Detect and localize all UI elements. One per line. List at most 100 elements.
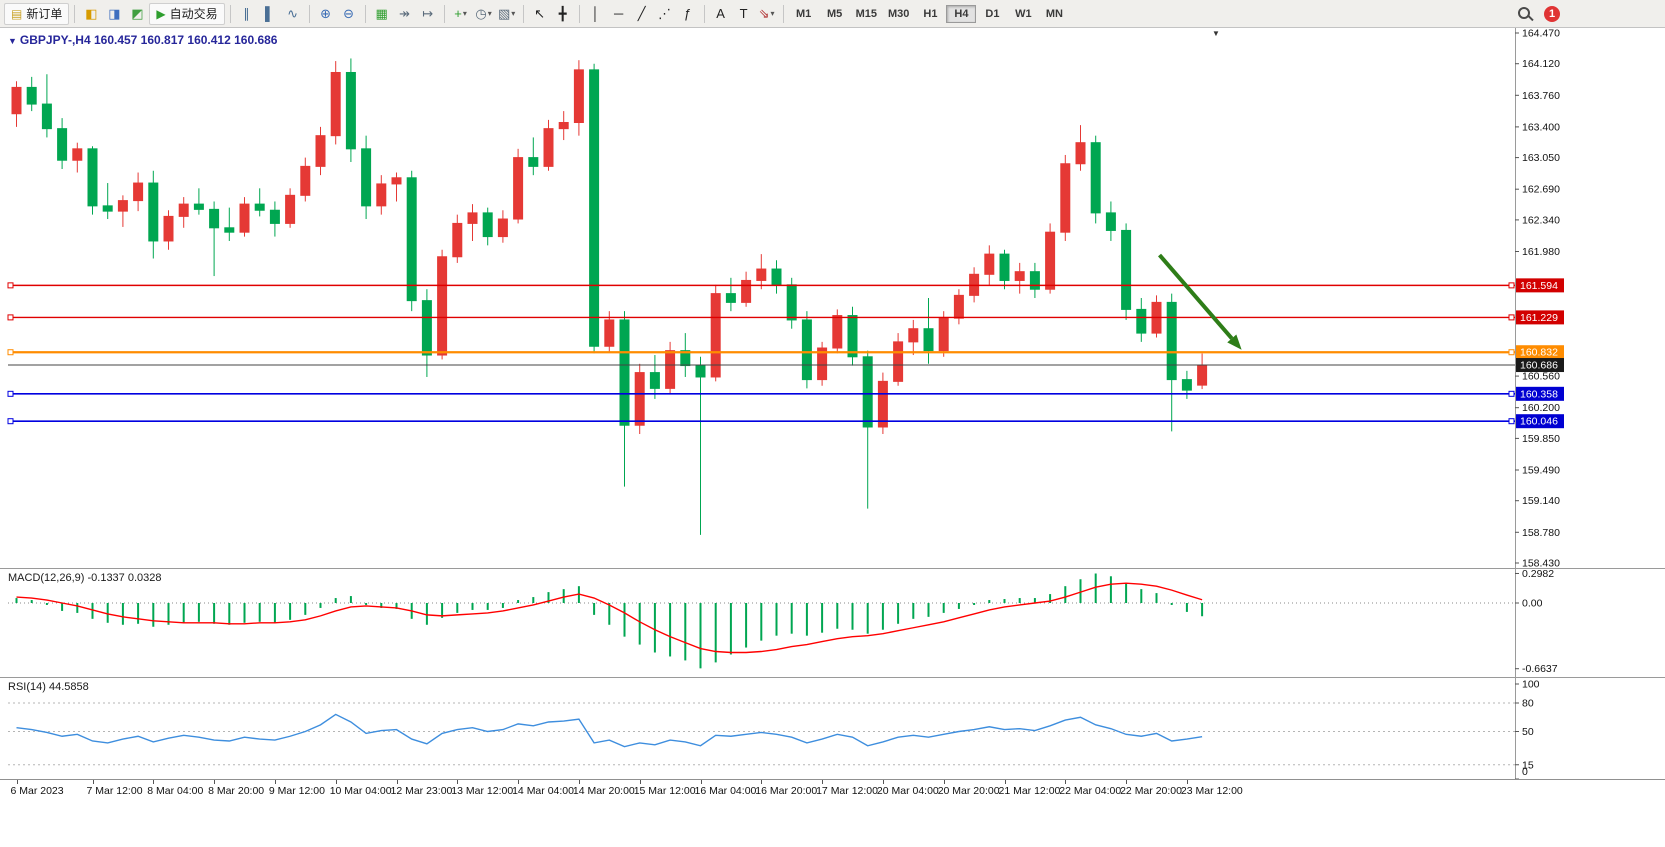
- scroll-anchor-icon[interactable]: ▼: [1212, 29, 1220, 38]
- line-handle[interactable]: [1508, 282, 1515, 289]
- line-handle[interactable]: [1508, 390, 1515, 397]
- time-tick: [457, 780, 459, 784]
- auto-trading-button[interactable]: ▶ 自动交易: [149, 2, 225, 25]
- horizontal-line-button[interactable]: ─: [608, 4, 630, 24]
- timeframe-m1[interactable]: M1: [795, 7, 812, 20]
- zoom-in-button[interactable]: ⊕: [315, 4, 337, 24]
- vertical-line-button[interactable]: │: [585, 4, 607, 24]
- periods-button[interactable]: ◷ ▾: [473, 4, 495, 24]
- time-tick: [943, 780, 945, 784]
- timeframe-m5[interactable]: M5: [826, 7, 843, 20]
- candle-body: [178, 203, 189, 217]
- cursor-button[interactable]: ↖: [529, 4, 551, 24]
- candle-body: [573, 69, 584, 124]
- timeframe-mn[interactable]: MN: [1045, 7, 1063, 20]
- timeframe-m15[interactable]: M15: [855, 7, 878, 20]
- rsi-name: RSI(14): [8, 681, 46, 693]
- candle-body: [634, 372, 645, 426]
- price-badge: [1516, 386, 1564, 401]
- timeframe-d1[interactable]: D1: [985, 7, 1000, 20]
- price-badge: [1516, 414, 1564, 429]
- candlestick-icon: ▌: [265, 6, 275, 21]
- timeframe-w1[interactable]: W1: [1015, 7, 1032, 20]
- time-tick: [1065, 780, 1067, 784]
- macd-panel: 0.2982 0.00 -0.6637: [0, 568, 1665, 677]
- channel-button[interactable]: ⋰: [654, 4, 676, 24]
- toolbar-separator: [578, 4, 580, 23]
- candle-body: [923, 328, 934, 352]
- template-icon: ▧: [497, 6, 511, 21]
- time-axis-label: 20 Mar 04:00: [876, 785, 939, 797]
- zoom-in-icon: ⊕: [320, 6, 332, 21]
- timeframe-m30[interactable]: M30: [888, 7, 910, 20]
- arrows-tool-button[interactable]: ⇘ ▾: [756, 4, 778, 24]
- notification-badge[interactable]: 1: [1544, 6, 1560, 22]
- bar-chart-button[interactable]: ∥: [236, 4, 258, 24]
- dropdown-caret-icon: ▾: [487, 8, 492, 18]
- candle-body: [786, 284, 797, 321]
- candle-body: [1090, 142, 1101, 214]
- trend-arrow-head[interactable]: [1227, 334, 1242, 350]
- auto-scroll-button[interactable]: ↠: [394, 4, 416, 24]
- candle-body: [741, 279, 752, 303]
- time-axis-label: 7 Mar 12:00: [86, 785, 143, 797]
- time-axis-label: 22 Mar 04:00: [1059, 785, 1122, 797]
- main-price-chart: 164.470 164.120 163.760 163.400 163.050 162.6…: [7, 28, 1564, 569]
- toolbar-items: ▤ 新订单 ◧ ◨ ◩ ▶ 自动交易 ∥ ▌ ∿ ⊕ ⊖ ▦ ↠ ↦ + ▾ ◷ ▾ ▧ ▾ ↖ ╋ │ ─ ╱ ⋰ ƒ A T ⇘ ▾ M1 M…: [4, 0, 1069, 27]
- timeframe-h1[interactable]: H1: [923, 7, 938, 20]
- templates-button[interactable]: ▧ ▾: [496, 4, 518, 24]
- search-icon[interactable]: [1516, 5, 1534, 23]
- timeframe-h4[interactable]: H4: [946, 4, 977, 23]
- candle-body: [832, 315, 843, 349]
- price-tick-label: 158.430: [1522, 558, 1560, 569]
- collapse-triangle-icon[interactable]: ▼: [8, 36, 17, 46]
- price-badge-label: 160.358: [1520, 388, 1558, 400]
- candle-body: [1136, 308, 1147, 334]
- line-handle[interactable]: [1508, 314, 1515, 321]
- time-axis-label: 16 Mar 04:00: [694, 785, 757, 797]
- price-tick-label: 161.980: [1522, 246, 1560, 258]
- macd-values: -0.1337 0.0328: [87, 572, 162, 584]
- candle-body: [209, 208, 220, 229]
- price-tick-label: 163.400: [1522, 121, 1560, 133]
- zoom-out-icon: ⊖: [343, 6, 355, 21]
- fibonacci-button[interactable]: ƒ: [677, 4, 699, 24]
- line-handle[interactable]: [7, 282, 14, 289]
- trendline-button[interactable]: ╱: [631, 4, 653, 24]
- price-tick-label: 162.690: [1522, 184, 1560, 196]
- toolbar-right: 1: [1516, 5, 1560, 23]
- terminal-button[interactable]: ◩: [126, 4, 148, 24]
- candle-body: [847, 315, 858, 358]
- navigator-button[interactable]: ◨: [103, 4, 125, 24]
- chart-shift-button[interactable]: ↦: [417, 4, 439, 24]
- candlestick-chart-button[interactable]: ▌: [259, 4, 281, 24]
- text-label-button[interactable]: T: [733, 4, 755, 24]
- trend-arrow[interactable]: [1158, 253, 1234, 340]
- tile-windows-button[interactable]: ▦: [371, 4, 393, 24]
- time-axis-label: 14 Mar 20:00: [572, 785, 635, 797]
- line-handle[interactable]: [7, 349, 14, 356]
- line-handle[interactable]: [7, 390, 14, 397]
- crosshair-button[interactable]: ╋: [552, 4, 574, 24]
- candle-body: [437, 256, 448, 356]
- time-tick: [882, 780, 884, 784]
- new-order-button[interactable]: ▤ 新订单: [4, 2, 70, 25]
- candle-body: [710, 293, 721, 378]
- line-handle[interactable]: [1508, 418, 1515, 425]
- text-button[interactable]: A: [710, 4, 732, 24]
- line-handle[interactable]: [7, 314, 14, 321]
- line-chart-button[interactable]: ∿: [282, 4, 304, 24]
- line-handle[interactable]: [7, 418, 14, 425]
- price-badge: [1516, 345, 1564, 360]
- candle-body: [102, 205, 113, 212]
- market-watch-button[interactable]: ◧: [80, 4, 102, 24]
- zoom-out-button[interactable]: ⊖: [338, 4, 360, 24]
- price-badge-label: 161.229: [1520, 312, 1558, 324]
- candle-body: [391, 177, 402, 185]
- candle-body: [1105, 212, 1116, 231]
- indicators-button[interactable]: + ▾: [450, 4, 472, 24]
- candle-body: [269, 209, 280, 224]
- trendline-icon: ╱: [637, 6, 646, 21]
- line-handle[interactable]: [1508, 349, 1515, 356]
- candle-body: [1029, 271, 1040, 290]
